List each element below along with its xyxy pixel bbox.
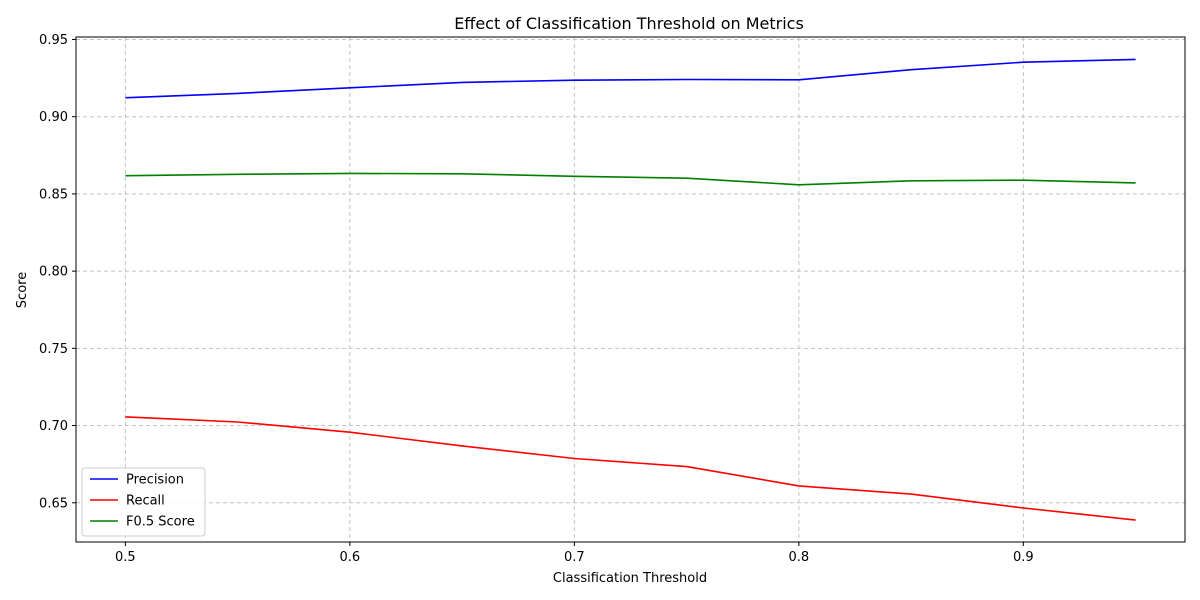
y-tick-label: 0.65 — [39, 496, 68, 511]
grid-lines — [76, 37, 1185, 542]
legend: Precision Recall F0.5 Score — [81, 467, 206, 537]
legend-entry: F0.5 Score — [126, 515, 195, 530]
legend-box — [81, 467, 206, 537]
y-axis-ticks: 0.65 0.70 0.75 0.80 0.85 0.90 0.95 — [39, 33, 76, 511]
x-axis-label: Classification Threshold — [553, 571, 707, 586]
legend-entry: Recall — [126, 494, 165, 509]
y-tick-label: 0.90 — [39, 110, 68, 125]
x-tick-label: 0.5 — [115, 550, 136, 565]
series-line-f0-5-score — [125, 172, 1136, 186]
legend-entry: Precision — [126, 473, 184, 488]
x-axis-ticks: 0.5 0.6 0.7 0.8 0.9 — [115, 542, 1034, 565]
y-tick-label: 0.70 — [39, 419, 68, 434]
x-tick-label: 0.9 — [1013, 550, 1034, 565]
plot-frame — [75, 36, 1186, 543]
y-tick-label: 0.75 — [39, 342, 68, 357]
chart-title: Effect of Classification Threshold on Me… — [454, 14, 804, 33]
x-tick-label: 0.8 — [789, 550, 810, 565]
y-tick-label: 0.85 — [39, 187, 68, 202]
y-tick-label: 0.95 — [39, 33, 68, 48]
x-tick-label: 0.7 — [564, 550, 585, 565]
x-tick-label: 0.6 — [340, 550, 361, 565]
series-lines — [125, 58, 1136, 521]
y-axis-label: Score — [15, 272, 30, 308]
series-line-precision — [125, 58, 1136, 99]
series-line-recall — [125, 416, 1136, 521]
y-tick-label: 0.80 — [39, 265, 68, 280]
